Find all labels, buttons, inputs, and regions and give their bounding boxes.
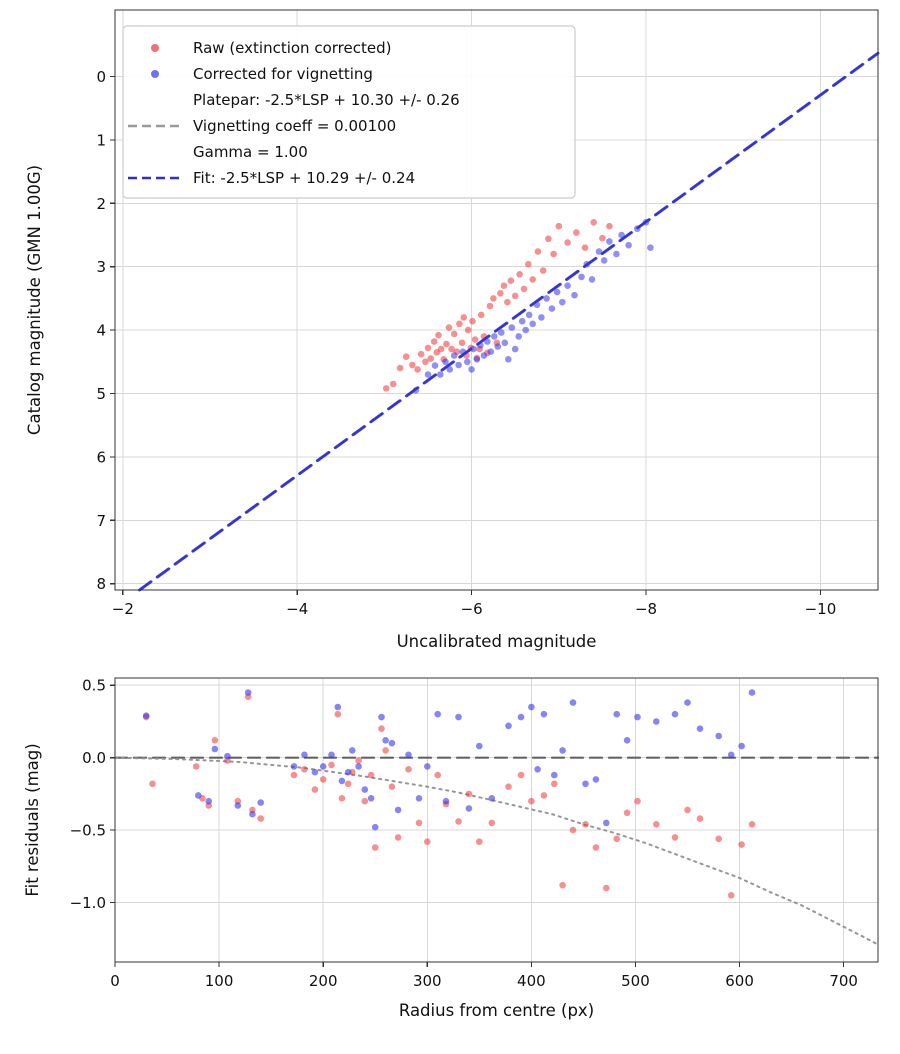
legend-label: Platepar: -2.5*LSP + 10.30 +/- 0.26 (193, 91, 460, 109)
svg-text:2: 2 (96, 195, 106, 213)
y-tick-labels: 0 1 2 3 4 5 6 7 8 (96, 68, 115, 593)
svg-text:600: 600 (725, 972, 754, 990)
svg-text:−0.5: −0.5 (70, 822, 106, 840)
svg-text:5: 5 (96, 385, 106, 403)
x-tick-labels: −2 −4 −6 −8 −10 (112, 590, 836, 618)
residuals-plot: 0 100 200 300 400 500 600 700 0.5 0.0 −0.5 −1.0 Radi… (23, 677, 880, 1020)
plot-spines (114, 677, 879, 963)
svg-text:−6: −6 (461, 600, 483, 618)
plot-spines (114, 9, 879, 591)
svg-text:1: 1 (96, 131, 106, 149)
svg-text:4: 4 (96, 322, 106, 340)
legend-label: Vignetting coeff = 0.00100 (193, 117, 396, 135)
vignetting-scatter (412, 219, 654, 394)
svg-text:0.0: 0.0 (82, 749, 106, 767)
legend-label: Raw (extinction corrected) (193, 39, 391, 57)
svg-text:−10: −10 (805, 600, 837, 618)
legend-dot-marker (151, 44, 159, 52)
residual-vignetting-scatter (142, 689, 756, 831)
svg-text:200: 200 (309, 972, 338, 990)
legend-dot-marker (151, 70, 159, 78)
svg-text:500: 500 (621, 972, 650, 990)
svg-text:−8: −8 (635, 600, 657, 618)
y-tick-labels: 0.5 0.0 −0.5 −1.0 (70, 677, 115, 912)
svg-text:100: 100 (205, 972, 234, 990)
legend-label: Fit: -2.5*LSP + 10.29 +/- 0.24 (193, 169, 415, 187)
residuals-plot-xlabel: Radius from centre (px) (399, 1001, 594, 1020)
magnitude-fit-plot: −2 −4 −6 −8 −10 0 1 2 3 4 5 6 7 8 Uncalibrated magnitu… (25, 9, 880, 651)
svg-text:6: 6 (96, 448, 106, 466)
residuals-plot-ylabel: Fit residuals (mag) (23, 743, 42, 896)
svg-text:−1.0: −1.0 (70, 894, 106, 912)
fit-line (138, 51, 880, 592)
svg-text:7: 7 (96, 512, 106, 530)
magnitude-fit-plot-ylabel: Catalog magnitude (GMN 1.00G) (25, 165, 44, 435)
svg-text:0.5: 0.5 (82, 677, 106, 695)
svg-text:0: 0 (110, 972, 120, 990)
svg-text:8: 8 (96, 575, 106, 593)
svg-text:700: 700 (829, 972, 858, 990)
legend-label: Gamma = 1.00 (193, 143, 308, 161)
svg-text:−4: −4 (286, 600, 308, 618)
legend-label: Corrected for vignetting (193, 65, 373, 83)
x-tick-labels: 0 100 200 300 400 500 600 700 (110, 962, 858, 990)
magnitude-fit-plot-xlabel: Uncalibrated magnitude (397, 632, 597, 651)
svg-text:−2: −2 (112, 600, 134, 618)
legend: Raw (extinction corrected) Corrected for … (122, 25, 576, 199)
svg-text:300: 300 (413, 972, 442, 990)
svg-text:0: 0 (96, 68, 106, 86)
svg-text:400: 400 (517, 972, 546, 990)
svg-text:3: 3 (96, 258, 106, 276)
